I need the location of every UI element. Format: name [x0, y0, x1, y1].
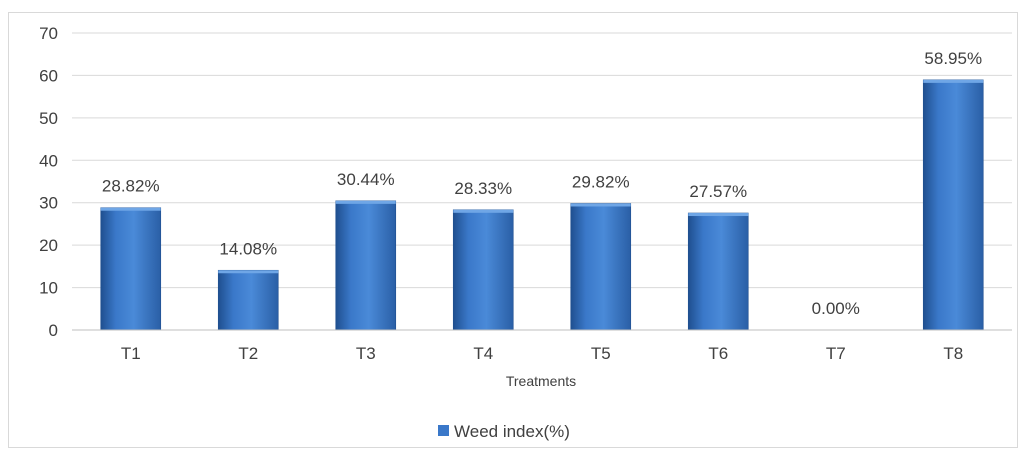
bar-T6 [687, 212, 749, 331]
bar-T5 [570, 203, 632, 331]
y-tick-label: 20 [39, 236, 58, 255]
data-label-T6: 27.57% [689, 182, 747, 201]
data-label-T8: 58.95% [924, 49, 982, 68]
y-tick-label: 60 [39, 66, 58, 85]
bar-top-highlight [923, 79, 984, 83]
x-tick-label-T4: T4 [473, 344, 493, 363]
bars [100, 79, 984, 331]
bar-T4 [452, 209, 514, 331]
bar-T2 [217, 269, 279, 331]
bar-T1 [100, 207, 162, 331]
data-label-T2: 14.08% [219, 239, 277, 258]
data-label-T3: 30.44% [337, 170, 395, 189]
x-tick-label-T3: T3 [356, 344, 376, 363]
gridlines [72, 32, 1012, 289]
x-tick-label-T8: T8 [943, 344, 963, 363]
bar-top-highlight [100, 207, 161, 211]
bar-T8 [922, 79, 984, 331]
bar-top-highlight [453, 209, 514, 213]
y-axis-ticks: 0 10 20 30 40 50 60 70 [39, 24, 58, 340]
x-tick-label-T6: T6 [708, 344, 728, 363]
legend: Weed index(%) [438, 422, 570, 441]
y-tick-label: 10 [39, 279, 58, 298]
x-tick-label-T2: T2 [238, 344, 258, 363]
bar-top-highlight [570, 203, 631, 207]
bar-T3 [335, 200, 397, 331]
data-labels: 28.82% 14.08% 30.44% 28.33% 29.82% 27.57% 0.00… [102, 49, 982, 318]
bar-top-highlight [688, 213, 749, 217]
data-label-T4: 28.33% [454, 179, 512, 198]
x-axis-ticks: T1 T2 T3 T4 T5 T6 T7 T8 [121, 344, 963, 363]
y-tick-label: 30 [39, 194, 58, 213]
x-axis-title: Treatments [506, 373, 576, 389]
bar-top-highlight [335, 200, 396, 204]
y-tick-label: 50 [39, 109, 58, 128]
bar-top-highlight [218, 270, 279, 274]
data-label-T7: 0.00% [812, 299, 860, 318]
data-label-T1: 28.82% [102, 177, 160, 196]
y-tick-label: 0 [49, 321, 58, 340]
x-tick-label-T1: T1 [121, 344, 141, 363]
y-tick-label: 70 [39, 24, 58, 43]
x-tick-label-T7: T7 [826, 344, 846, 363]
legend-label: Weed index(%) [454, 422, 570, 441]
legend-swatch [438, 425, 449, 436]
x-tick-label-T5: T5 [591, 344, 611, 363]
data-label-T5: 29.82% [572, 172, 630, 191]
y-tick-label: 40 [39, 151, 58, 170]
